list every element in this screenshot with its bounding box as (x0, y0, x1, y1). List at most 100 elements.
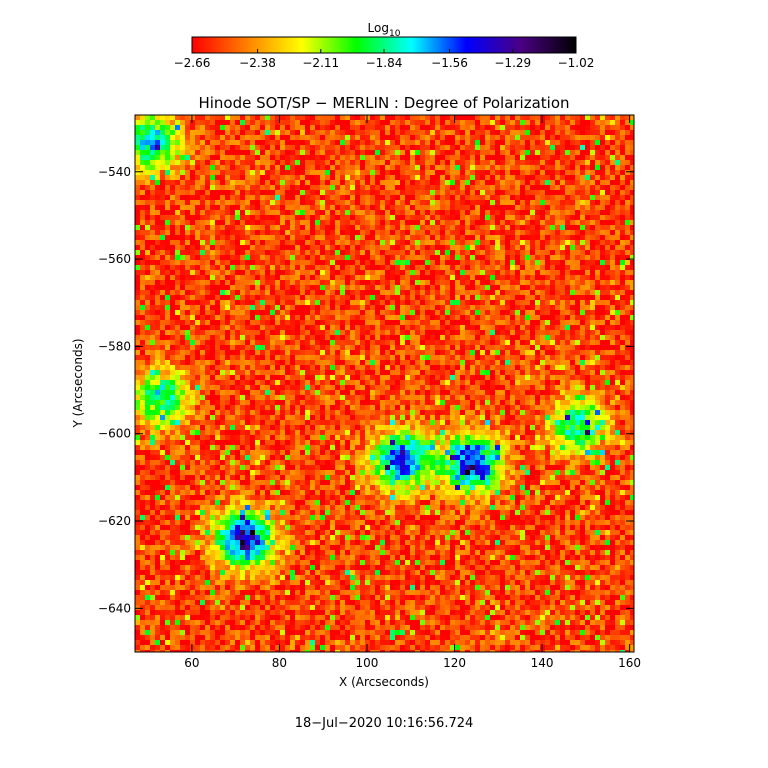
heatmap-cell (495, 175, 500, 180)
heatmap-cell (285, 235, 290, 240)
heatmap-cell (435, 360, 440, 365)
heatmap-cell (560, 190, 565, 195)
heatmap-cell (360, 290, 365, 295)
heatmap-cell (155, 275, 160, 280)
heatmap-cell (165, 145, 170, 150)
heatmap-cell (475, 200, 480, 205)
heatmap-cell (580, 285, 585, 290)
heatmap-cell (215, 295, 220, 300)
heatmap-cell (595, 295, 600, 300)
heatmap-cell (205, 340, 210, 345)
heatmap-cell (240, 200, 245, 205)
heatmap-cell (535, 195, 540, 200)
heatmap-cell (385, 145, 390, 150)
heatmap-cell (180, 290, 185, 295)
heatmap-cell (320, 325, 325, 330)
heatmap-cell (295, 220, 300, 225)
heatmap-cell (405, 355, 410, 360)
heatmap-cell (230, 330, 235, 335)
heatmap-cell (600, 280, 605, 285)
heatmap-cell (165, 275, 170, 280)
heatmap-cell (260, 210, 265, 215)
heatmap-cell (540, 300, 545, 305)
heatmap-cell (445, 235, 450, 240)
heatmap-cell (605, 215, 610, 220)
heatmap-cell (550, 260, 555, 265)
heatmap-cell (595, 200, 600, 205)
heatmap-cell (255, 270, 260, 275)
heatmap-cell (560, 330, 565, 335)
heatmap-cell (525, 235, 530, 240)
heatmap-cell (200, 300, 205, 305)
heatmap-cell (305, 190, 310, 195)
heatmap-cell (335, 295, 340, 300)
heatmap-cell (460, 145, 465, 150)
heatmap-cell (175, 345, 180, 350)
heatmap-cell (435, 215, 440, 220)
heatmap-cell (535, 185, 540, 190)
heatmap-cell (470, 330, 475, 335)
heatmap-cell (585, 135, 590, 140)
heatmap-cell (445, 275, 450, 280)
heatmap-cell (625, 215, 630, 220)
heatmap-cell (490, 160, 495, 165)
heatmap-cell (600, 260, 605, 265)
heatmap-cell (310, 155, 315, 160)
heatmap-cell (375, 335, 380, 340)
heatmap-cell (225, 345, 230, 350)
heatmap-cell (175, 335, 180, 340)
heatmap-cell (275, 150, 280, 155)
heatmap-cell (500, 215, 505, 220)
heatmap-cell (400, 130, 405, 135)
heatmap-cell (585, 305, 590, 310)
heatmap-cell (400, 205, 405, 210)
heatmap-cell (365, 360, 370, 365)
heatmap-cell (630, 215, 634, 220)
heatmap-cell (485, 355, 490, 360)
heatmap-cell (610, 175, 615, 180)
heatmap-cell (320, 290, 325, 295)
heatmap-cell (345, 285, 350, 290)
heatmap-cell (135, 130, 140, 135)
heatmap-cell (345, 280, 350, 285)
heatmap-cell (625, 250, 630, 255)
heatmap-cell (625, 340, 630, 345)
heatmap-cell (410, 155, 415, 160)
heatmap-cell (415, 285, 420, 290)
heatmap-cell (185, 170, 190, 175)
heatmap-cell (335, 265, 340, 270)
heatmap-cell (615, 115, 620, 120)
heatmap-cell (330, 180, 335, 185)
heatmap-cell (370, 345, 375, 350)
heatmap-cell (270, 300, 275, 305)
heatmap-cell (235, 140, 240, 145)
heatmap-cell (425, 140, 430, 145)
heatmap-cell (300, 255, 305, 260)
heatmap-cell (155, 125, 160, 130)
heatmap-cell (400, 150, 405, 155)
heatmap-cell (375, 135, 380, 140)
heatmap-cell (450, 220, 455, 225)
heatmap-cell (160, 310, 165, 315)
heatmap-cell (410, 285, 415, 290)
heatmap-cell (480, 260, 485, 265)
heatmap-cell (425, 155, 430, 160)
heatmap-cell (280, 165, 285, 170)
heatmap-cell (325, 330, 330, 335)
heatmap-cell (175, 210, 180, 215)
heatmap-cell (340, 180, 345, 185)
heatmap-cell (570, 120, 575, 125)
heatmap-cell (395, 275, 400, 280)
heatmap-cell (330, 290, 335, 295)
heatmap-cell (310, 265, 315, 270)
heatmap-cell (145, 205, 150, 210)
heatmap-cell (555, 135, 560, 140)
heatmap-cell (255, 210, 260, 215)
heatmap-cell (445, 225, 450, 230)
heatmap-cell (450, 200, 455, 205)
heatmap-cell (305, 195, 310, 200)
heatmap-cell (520, 175, 525, 180)
heatmap-cell (585, 280, 590, 285)
heatmap-cell (615, 270, 620, 275)
heatmap-cell (290, 205, 295, 210)
